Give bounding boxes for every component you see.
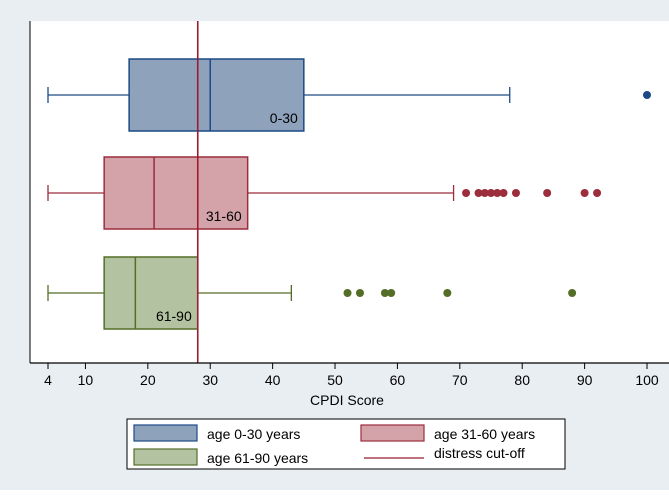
outlier-point-61-90-5 xyxy=(568,289,577,297)
outlier-point-61-90-4 xyxy=(443,289,452,297)
outlier-point-31-60-1 xyxy=(474,189,483,197)
box-iqr-31-60 xyxy=(103,156,249,230)
legend-swatch-age-31-60 xyxy=(360,424,425,442)
legend-label-distress-cutoff: distress cut-off xyxy=(434,445,525,461)
x-tick-label-4: 4 xyxy=(44,372,52,388)
outlier-point-31-60-9 xyxy=(593,189,602,197)
outlier-point-31-60-8 xyxy=(580,189,589,197)
outlier-point-0-30-0 xyxy=(643,91,651,99)
outlier-point-31-60-2 xyxy=(480,189,489,197)
legend-swatch-age-0-30 xyxy=(133,424,198,442)
box-labels: 0-30 31-60 61-90 xyxy=(156,110,298,324)
outlier-point-31-60-7 xyxy=(543,189,552,197)
legend: age 0-30 years age 31-60 years age 61-90… xyxy=(126,418,566,470)
x-tick-label-90: 90 xyxy=(577,372,593,388)
boxplot-group-0-30 xyxy=(47,58,651,132)
x-tick-label-70: 70 xyxy=(452,372,468,388)
x-tick-label-40: 40 xyxy=(265,372,281,388)
outlier-point-61-90-0 xyxy=(343,289,352,297)
legend-label-age-61-90: age 61-90 years xyxy=(207,450,308,466)
legend-label-age-31-60: age 31-60 years xyxy=(434,426,535,442)
legend-frame xyxy=(126,418,566,470)
outlier-point-31-60-3 xyxy=(487,189,496,197)
outlier-point-61-90-2 xyxy=(380,289,389,297)
outlier-point-31-60-5 xyxy=(499,189,508,197)
outlier-point-31-60-4 xyxy=(493,189,502,197)
box-iqr-0-30 xyxy=(128,58,305,132)
x-axis-ticks: 4 10 20 30 40 50 60 70 80 90 100 xyxy=(44,363,659,388)
box-label-31-60: 31-60 xyxy=(206,208,242,224)
x-tick-label-20: 20 xyxy=(140,372,156,388)
box-label-61-90: 61-90 xyxy=(156,308,192,324)
outlier-point-61-90-1 xyxy=(355,289,364,297)
outlier-point-61-90-3 xyxy=(387,289,396,297)
x-tick-label-100: 100 xyxy=(635,372,659,388)
legend-swatch-age-61-90 xyxy=(133,448,198,466)
outlier-point-31-60-0 xyxy=(462,189,471,197)
legend-label-age-0-30: age 0-30 years xyxy=(207,426,300,442)
outlier-point-31-60-6 xyxy=(511,189,520,197)
x-tick-label-60: 60 xyxy=(390,372,406,388)
box-label-0-30: 0-30 xyxy=(270,110,298,126)
series-layer xyxy=(47,58,651,330)
x-tick-label-30: 30 xyxy=(202,372,218,388)
x-tick-label-10: 10 xyxy=(78,372,94,388)
boxplot-group-31-60 xyxy=(47,156,602,230)
x-tick-label-50: 50 xyxy=(327,372,343,388)
x-axis-title: CPDI Score xyxy=(310,392,384,408)
x-tick-label-80: 80 xyxy=(514,372,530,388)
